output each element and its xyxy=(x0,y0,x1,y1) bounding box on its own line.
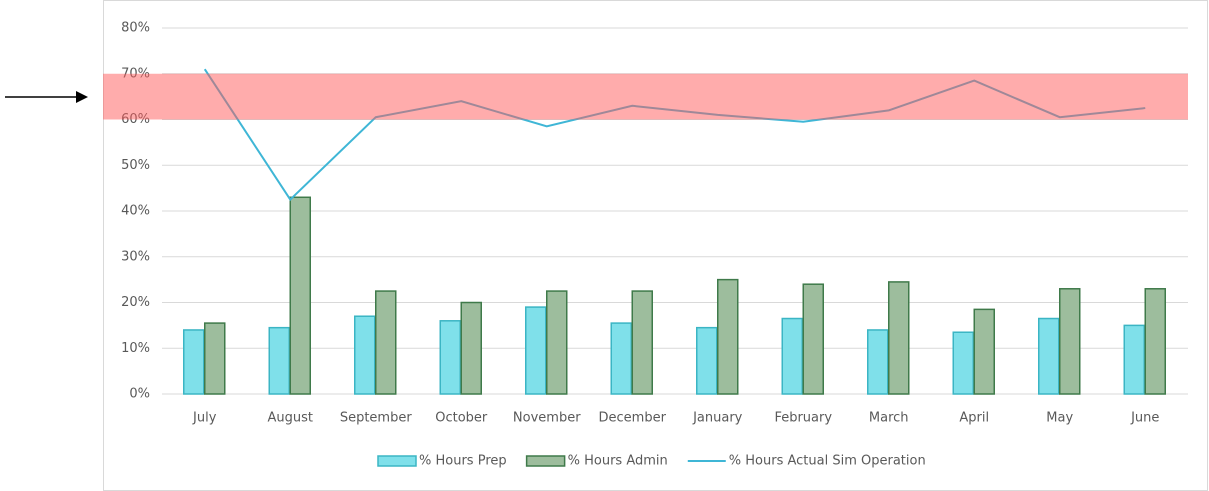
x-tick-label: January xyxy=(692,411,743,426)
bar xyxy=(354,315,376,395)
y-tick-label: 30% xyxy=(121,249,150,264)
legend-swatch xyxy=(377,455,417,467)
y-tick-label: 20% xyxy=(121,295,150,310)
bar xyxy=(1123,324,1145,395)
x-tick-label: April xyxy=(959,411,989,426)
arrow-head xyxy=(76,91,88,103)
legend-label: % Hours Prep xyxy=(419,454,507,469)
bar xyxy=(867,329,889,395)
bar xyxy=(1144,288,1166,395)
y-tick-label: 40% xyxy=(121,204,150,219)
y-tick-label: 10% xyxy=(121,341,150,356)
bar xyxy=(781,317,803,395)
bar xyxy=(888,281,910,395)
bar xyxy=(289,196,311,395)
bar xyxy=(546,290,568,395)
bar xyxy=(1038,317,1060,395)
bar xyxy=(610,322,632,395)
x-tick-label: November xyxy=(513,411,581,426)
bar xyxy=(802,283,824,395)
bar xyxy=(952,331,974,395)
x-tick-label: June xyxy=(1130,411,1159,426)
y-tick-label: 80% xyxy=(121,21,150,36)
x-tick-label: October xyxy=(435,411,488,426)
bar xyxy=(204,322,226,395)
legend-swatch xyxy=(525,455,566,467)
x-tick-label: February xyxy=(774,411,832,426)
bar xyxy=(717,278,739,395)
x-tick-label: August xyxy=(268,411,314,426)
x-tick-label: July xyxy=(192,411,217,426)
y-tick-label: 50% xyxy=(121,158,150,173)
x-tick-label: May xyxy=(1046,411,1073,426)
bar xyxy=(525,306,547,395)
x-tick-label: March xyxy=(869,411,909,426)
bar xyxy=(375,290,397,395)
bar xyxy=(183,329,205,395)
legend-label: % Hours Actual Sim Operation xyxy=(729,454,926,469)
legend-label: % Hours Admin xyxy=(568,454,668,469)
bar xyxy=(696,326,718,395)
x-tick-label: December xyxy=(599,411,667,426)
y-tick-label: 0% xyxy=(129,387,150,402)
x-tick-label: September xyxy=(340,411,413,426)
bar xyxy=(631,290,653,395)
bar xyxy=(268,326,290,395)
bar xyxy=(1059,288,1081,395)
bar xyxy=(439,320,461,395)
bar xyxy=(973,308,995,395)
bar xyxy=(460,301,482,395)
target-band xyxy=(103,73,1188,120)
